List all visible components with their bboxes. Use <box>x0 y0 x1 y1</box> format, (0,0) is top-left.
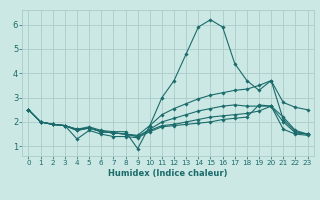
X-axis label: Humidex (Indice chaleur): Humidex (Indice chaleur) <box>108 169 228 178</box>
